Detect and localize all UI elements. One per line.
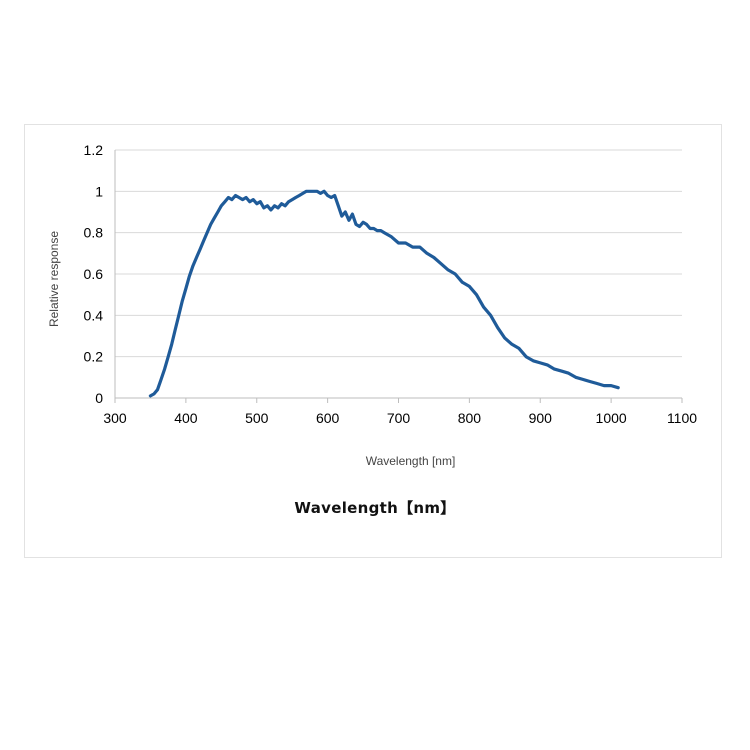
chart-card: 0 0.2 0.4 0.6 0.8 1 1.2 300 400 500 600 700 800 900 1…	[24, 124, 722, 558]
x-tick-label: 1100	[667, 410, 697, 426]
x-tick-label: 700	[387, 410, 411, 426]
gridlines	[114, 149, 683, 403]
x-tick-label: 900	[529, 410, 553, 426]
x-tick-label: 800	[458, 410, 482, 426]
x-tick-label: 300	[103, 410, 127, 426]
spectral-response-chart: 0 0.2 0.4 0.6 0.8 1 1.2 300 400 500 600 700 800 900 1…	[47, 142, 697, 468]
x-tick-label: 400	[174, 410, 198, 426]
y-tick-label: 0.8	[84, 225, 104, 241]
y-tick-labels: 0 0.2 0.4 0.6 0.8 1 1.2	[84, 142, 104, 406]
y-tick-label: 1	[95, 183, 103, 199]
x-tick-label: 600	[316, 410, 340, 426]
y-tick-label: 0.4	[84, 307, 104, 323]
x-tick-label: 1000	[596, 410, 627, 426]
x-axis-label: Wavelength [nm]	[366, 454, 456, 468]
y-tick-label: 0.6	[84, 266, 104, 282]
x-tick-label: 500	[245, 410, 269, 426]
y-tick-label: 1.2	[84, 142, 104, 158]
response-curve	[148, 189, 620, 398]
y-tick-label: 0	[95, 390, 103, 406]
x-tick-labels: 300 400 500 600 700 800 900 1000 1100	[103, 410, 697, 426]
y-axis-label: Relative response	[47, 231, 61, 327]
y-tick-label: 0.2	[84, 349, 104, 365]
figure-caption: Wavelength【nm】	[294, 499, 456, 517]
